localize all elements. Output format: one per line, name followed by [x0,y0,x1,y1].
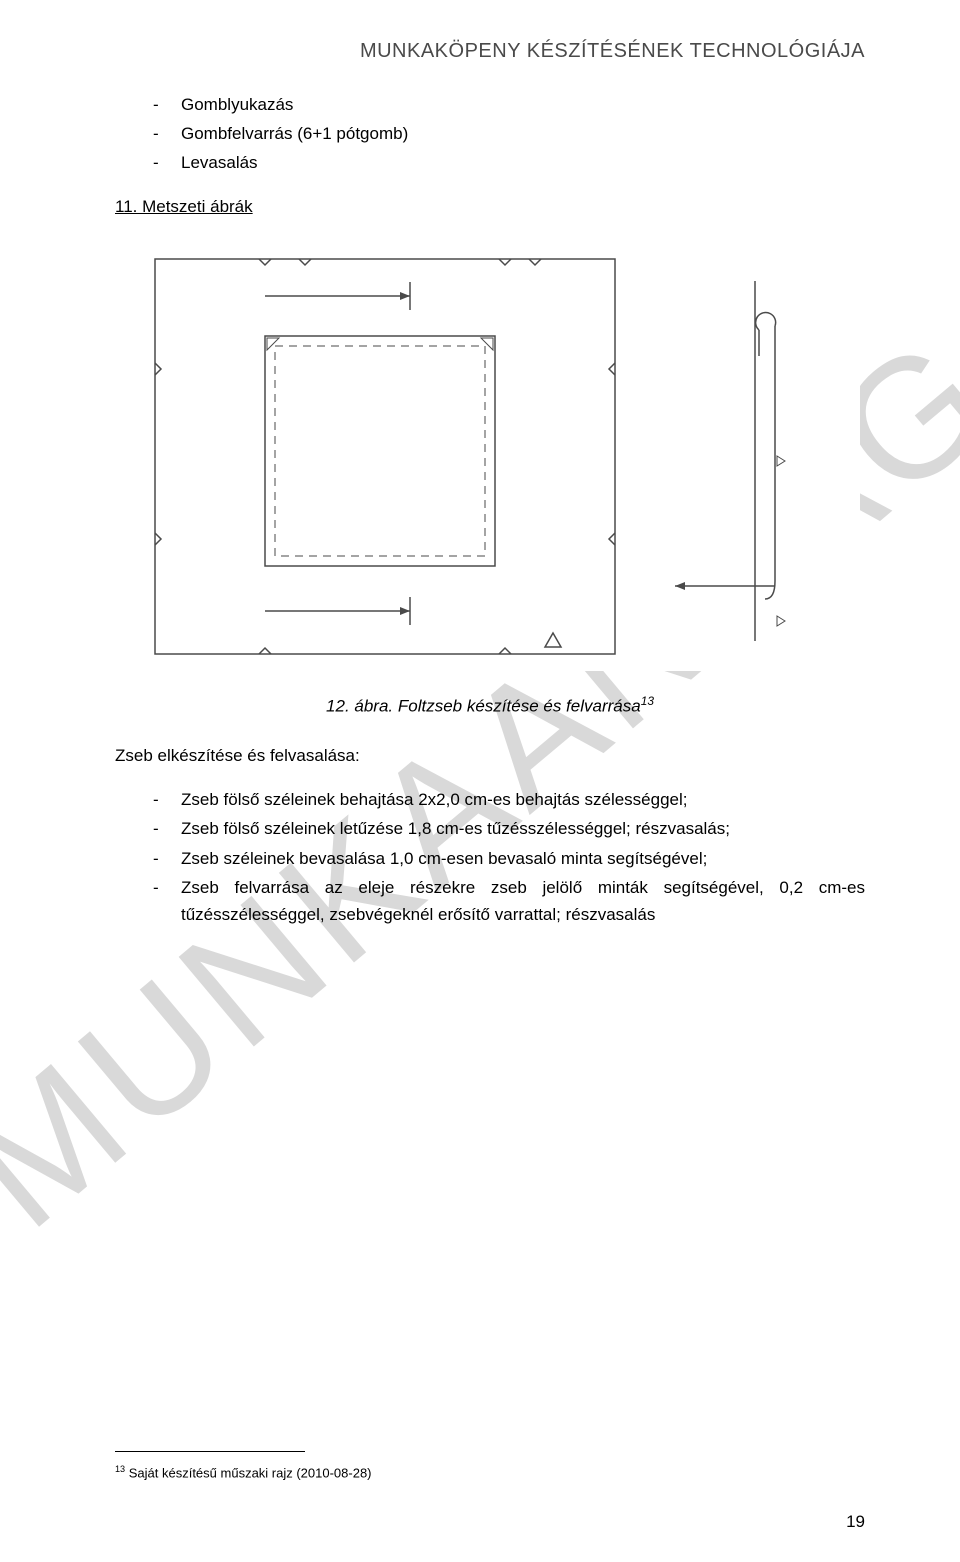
footnote: 13 Saját készítésű műszaki rajz (2010-08… [115,1464,865,1480]
footnote-text: Saját készítésű műszaki rajz (2010-08-28… [125,1465,371,1480]
diagram-svg [115,241,860,671]
steps-list: Zseb fölső széleinek behajtása 2x2,0 cm-… [115,786,865,928]
caption-superscript: 13 [641,694,654,708]
footnote-number: 13 [115,1464,125,1474]
list-item: Gomblyukazás [153,91,865,118]
footnote-separator [115,1451,305,1452]
list-item: Gombfelvarrás (6+1 pótgomb) [153,120,865,147]
page-number: 19 [115,1512,865,1532]
footer: 13 Saját készítésű műszaki rajz (2010-08… [115,1451,865,1532]
top-bullet-list: Gomblyukazás Gombfelvarrás (6+1 pótgomb)… [115,91,865,177]
list-item: Levasalás [153,149,865,176]
caption-text: 12. ábra. Foltzseb készítése és felvarrá… [326,696,641,715]
section-heading: 11. Metszeti ábrák [115,197,865,217]
subheading: Zseb elkészítése és felvasalása: [115,746,865,766]
list-item: Zseb fölső széleinek behajtása 2x2,0 cm-… [153,786,865,813]
list-item: Zseb széleinek bevasalása 1,0 cm-esen be… [153,845,865,872]
diagram-figure [115,241,860,676]
figure-caption: 12. ábra. Foltzseb készítése és felvarrá… [115,694,865,717]
list-item: Zseb fölső széleinek letűzése 1,8 cm-es … [153,815,865,842]
page-header: MUNKAKÖPENY KÉSZÍTÉSÉNEK TECHNOLÓGIÁJA [115,40,865,63]
list-item: Zseb felvarrása az eleje részekre zseb j… [153,874,865,928]
